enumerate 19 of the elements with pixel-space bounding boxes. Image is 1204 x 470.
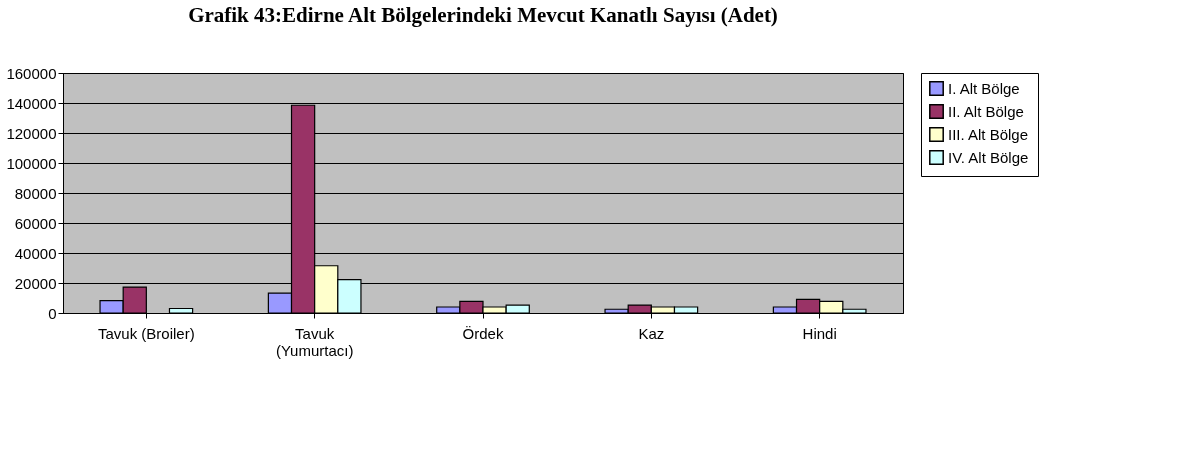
y-tick-label: 80000 — [14, 184, 57, 202]
y-tick-label: 40000 — [14, 244, 57, 262]
legend-label: III. Alt Bölge — [948, 125, 1029, 143]
y-tick-label: 140000 — [6, 94, 57, 112]
y-tick-label: 120000 — [6, 124, 57, 142]
y-tick-label: 100000 — [6, 154, 57, 172]
x-tick-label: Hindi — [802, 324, 837, 342]
y-tick-label: 0 — [48, 304, 57, 322]
y-tick-label: 60000 — [14, 214, 57, 232]
x-tick-label: Kaz — [638, 324, 665, 342]
y-tick-label: 20000 — [14, 274, 57, 292]
x-tick-label: Tavuk (Broiler) — [97, 324, 195, 342]
chart-title: Grafik 43:Edirne Alt Bölgelerindeki Mevcut Kanatlı Sayısı (Adet) — [188, 3, 778, 27]
x-tick-label: Ördek — [462, 324, 504, 342]
legend-label: I. Alt Bölge — [948, 79, 1020, 97]
y-tick-label: 160000 — [6, 64, 57, 82]
x-tick-label: Tavuk (Yumurtacı) — [275, 324, 354, 359]
legend-label: II. Alt Bölge — [948, 102, 1024, 120]
legend-label: IV. Alt Bölge — [948, 148, 1029, 166]
